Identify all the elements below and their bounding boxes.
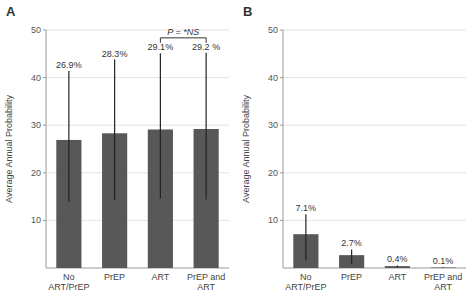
tick-label: 50 bbox=[31, 25, 41, 35]
data-label: 2.7% bbox=[341, 238, 362, 248]
marks bbox=[56, 53, 218, 268]
annotation: P = *NS bbox=[167, 27, 199, 37]
category-label-line: ART bbox=[434, 282, 452, 292]
error-bar bbox=[68, 71, 69, 202]
panel: 10 20 30 40 50 7.1% 2.7% 0.4% 0.1% NoART/PrEP PrEP… bbox=[241, 4, 466, 292]
category-label-line: PrEP and bbox=[187, 272, 225, 282]
category-label-line: No bbox=[300, 272, 312, 282]
significance-bracket bbox=[160, 38, 206, 43]
error-bar bbox=[114, 60, 115, 200]
tick-label: 20 bbox=[268, 168, 278, 178]
tick-label: 40 bbox=[31, 73, 41, 83]
chart: 102030405026.9%28.3%29.1%29.2 %NoART/PrE… bbox=[0, 0, 474, 302]
category-label: ART bbox=[388, 272, 406, 282]
grid-line bbox=[283, 172, 466, 173]
grid-line bbox=[46, 30, 229, 31]
category-label-line: PrEP bbox=[341, 272, 362, 282]
data-label: 26.9% bbox=[56, 60, 82, 70]
bar bbox=[385, 266, 410, 268]
category-label-line: ART/PrEP bbox=[48, 282, 89, 292]
grid-line bbox=[283, 220, 466, 221]
bar bbox=[431, 267, 456, 268]
y-axis bbox=[46, 30, 47, 268]
category-label: PrEP andART bbox=[424, 272, 462, 292]
grid-line bbox=[283, 125, 466, 126]
y-label: Average Annual Probability bbox=[4, 95, 14, 203]
data-label: 0.1% bbox=[433, 256, 454, 266]
error-bar bbox=[397, 265, 398, 267]
panel-title: B bbox=[243, 4, 252, 19]
tick-label: 10 bbox=[31, 215, 41, 225]
error-bar bbox=[351, 249, 352, 263]
data-label: 29.2 % bbox=[192, 42, 220, 52]
category-label-line: ART/PrEP bbox=[285, 282, 326, 292]
panel-title: A bbox=[6, 4, 16, 19]
grid-line bbox=[283, 77, 466, 78]
panel: 10 20 30 40 50 26.9% 28.3% 29.1% 29.2 % NoART/PrE… bbox=[4, 4, 229, 292]
category-label-line: No bbox=[63, 272, 75, 282]
grid-line bbox=[283, 30, 466, 31]
data-label: 28.3% bbox=[102, 49, 128, 59]
error-bar bbox=[206, 53, 207, 200]
category-label-line: ART bbox=[197, 282, 215, 292]
category-label-line: PrEP bbox=[104, 272, 125, 282]
data-label: 0.4% bbox=[387, 254, 408, 264]
y-label: Average Annual Probability bbox=[241, 95, 251, 203]
error-bar bbox=[443, 267, 444, 268]
category-label: PrEP bbox=[104, 272, 125, 282]
tick-label: 50 bbox=[268, 25, 278, 35]
tick-label: 10 bbox=[268, 215, 278, 225]
grid-line bbox=[46, 125, 229, 126]
data-label: 7.1% bbox=[296, 203, 317, 213]
category-label: PrEP andART bbox=[187, 272, 225, 292]
category-label-line: ART bbox=[151, 272, 169, 282]
y-axis bbox=[283, 30, 284, 268]
category-label: PrEP bbox=[341, 272, 362, 282]
grid-line bbox=[46, 77, 229, 78]
error-bar bbox=[305, 214, 306, 260]
category-label-line: ART bbox=[388, 272, 406, 282]
marks bbox=[293, 214, 455, 268]
error-bar bbox=[160, 53, 161, 198]
category-label: NoART/PrEP bbox=[285, 272, 326, 292]
category-label: ART bbox=[151, 272, 169, 282]
category-label-line: PrEP and bbox=[424, 272, 462, 282]
tick-label: 30 bbox=[268, 120, 278, 130]
tick-label: 20 bbox=[31, 168, 41, 178]
data-label: 29.1% bbox=[148, 42, 174, 52]
tick-label: 30 bbox=[31, 120, 41, 130]
tick-label: 40 bbox=[268, 73, 278, 83]
category-label: NoART/PrEP bbox=[48, 272, 89, 292]
